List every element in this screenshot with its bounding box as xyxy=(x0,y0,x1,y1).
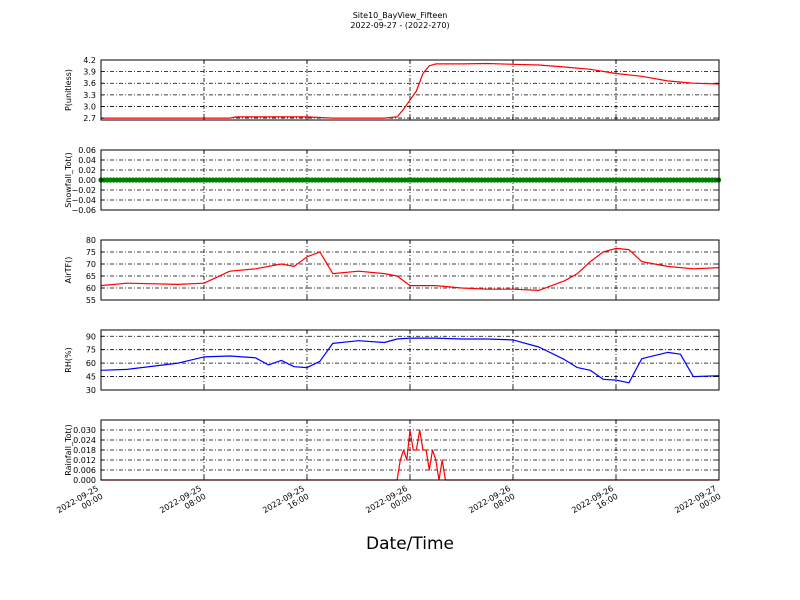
xtick-label: 2022-09-2700:00 xyxy=(673,484,722,523)
pressure-ytick-label: 2.7 xyxy=(83,114,96,123)
pressure-ytick-label: 3.3 xyxy=(83,91,96,100)
rainfall-ytick-label: 0.012 xyxy=(73,456,96,465)
snowfall-panel: −0.06−0.04−0.020.000.020.040.06 Snowfall_… xyxy=(64,146,722,215)
rainfall-ytick-label: 0.000 xyxy=(73,476,96,485)
x-axis-label: Date/Time xyxy=(366,534,454,554)
xtick-label: 2022-09-2600:00 xyxy=(364,484,413,523)
snowfall-ytick-label: 0.00 xyxy=(78,176,96,185)
air-temp-series-line xyxy=(100,247,720,291)
xtick-label: 2022-09-2500:00 xyxy=(55,484,104,523)
xtick-label: 2022-09-2508:00 xyxy=(158,484,207,523)
humidity-ytick-label: 90 xyxy=(86,332,96,341)
rainfall-ylabel: Rainfall_Tot() xyxy=(64,424,73,476)
snowfall-ytick-label: 0.04 xyxy=(78,156,96,165)
air-temp-ytick-label: 55 xyxy=(86,296,96,305)
rainfall-panel: 0.0000.0060.0120.0180.0240.030Rainfall_T… xyxy=(64,419,720,485)
rainfall-ytick-label: 0.006 xyxy=(73,466,96,475)
xtick-label: 2022-09-2516:00 xyxy=(261,484,310,523)
pressure-ytick-label: 4.2 xyxy=(83,56,96,65)
air-temp-ytick-label: 75 xyxy=(86,248,96,257)
snowfall-ytick-label: 0.02 xyxy=(78,166,96,175)
snowfall-ylabel: Snowfall_Tot() xyxy=(64,152,73,208)
humidity-ytick-label: 30 xyxy=(86,386,96,395)
humidity-ytick-label: 60 xyxy=(86,359,96,368)
xtick-label: 2022-09-2616:00 xyxy=(570,484,619,523)
pressure-panel: 2.7 3.0 3.3 3.6 3.9 4.2 P(unitless) xyxy=(64,56,720,123)
air-temp-ylabel: AirTF() xyxy=(64,257,73,284)
rainfall-ytick-label: 0.018 xyxy=(73,446,96,455)
humidity-ylabel: RH(%) xyxy=(64,347,73,372)
humidity-panel: 30 45 60 75 90 RH(%) xyxy=(64,329,720,395)
air-temp-ytick-label: 80 xyxy=(86,236,96,245)
xtick-label: 2022-09-2608:00 xyxy=(467,484,516,523)
snowfall-ytick-label: −0.04 xyxy=(71,196,96,205)
chart-title: Site10_BayView_Fifteen xyxy=(352,11,448,20)
snowfall-ytick-label: −0.06 xyxy=(71,206,96,215)
rainfall-series-line xyxy=(101,429,719,481)
pressure-ytick-label: 3.9 xyxy=(83,68,96,77)
chart-subtitle: 2022-09-27 - (2022-270) xyxy=(350,21,450,30)
humidity-ytick-label: 45 xyxy=(86,373,96,382)
air-temp-ytick-label: 70 xyxy=(86,260,96,269)
rainfall-ytick-label: 0.030 xyxy=(73,426,96,435)
pressure-ytick-label: 3.6 xyxy=(83,79,96,88)
pressure-ylabel: P(unitless) xyxy=(64,69,73,111)
snowfall-ytick-label: 0.06 xyxy=(78,146,96,155)
rainfall-ytick-label: 0.024 xyxy=(73,436,96,445)
pressure-ytick-label: 3.0 xyxy=(83,102,96,111)
air-temp-panel: 55 60 65 70 75 80 AirTF() xyxy=(64,236,720,305)
humidity-ytick-label: 75 xyxy=(86,346,96,355)
humidity-series-line xyxy=(100,337,720,384)
pressure-series-line xyxy=(101,62,720,119)
air-temp-ytick-label: 60 xyxy=(86,284,96,293)
air-temp-ytick-label: 65 xyxy=(86,272,96,281)
snowfall-ytick-label: −0.02 xyxy=(71,186,96,195)
